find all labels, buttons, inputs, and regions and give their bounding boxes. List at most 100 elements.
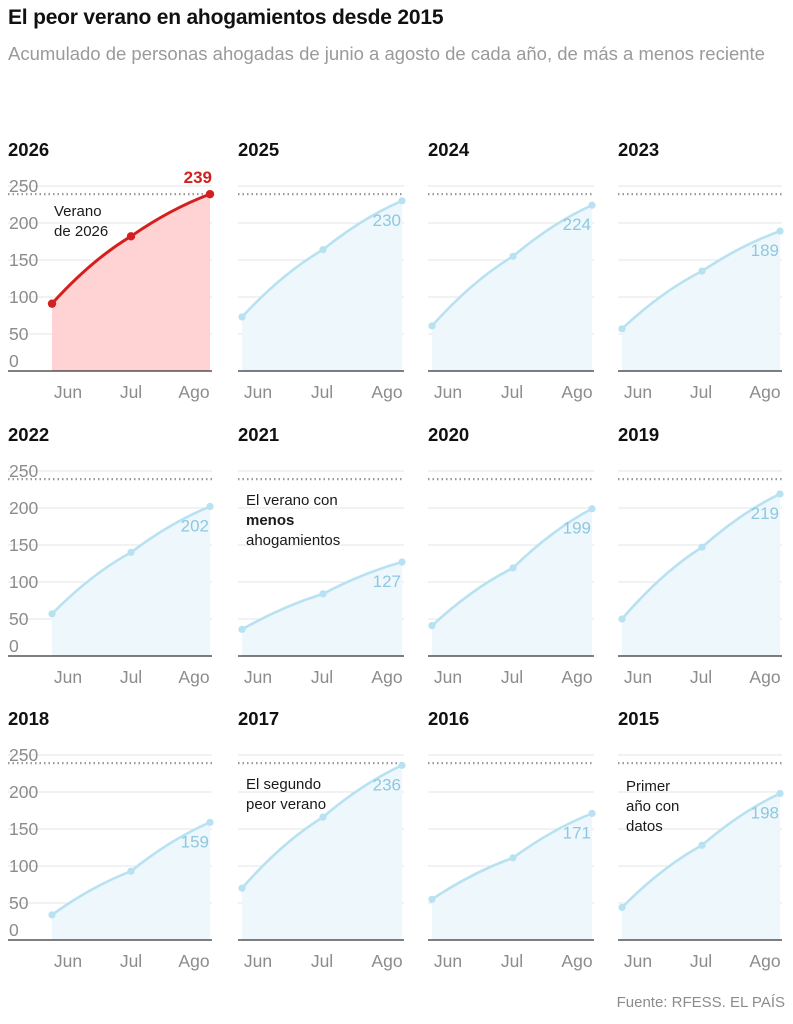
series-area-2020 [432, 508, 592, 656]
y-tick-label: 50 [9, 324, 29, 344]
panel-2024: 2024 224 Jun Jul Ago [428, 139, 596, 402]
panel-2020: 2020 199 Jun Jul Ago [428, 424, 596, 687]
y-tick-label: 0 [9, 920, 19, 940]
panel-2015: 2015 198 Jun Jul Ago Primer año con datos [618, 708, 784, 971]
data-point-Jun [428, 322, 436, 330]
series-area-2022 [52, 506, 210, 656]
panel-year-label: 2016 [428, 708, 469, 729]
annotation-text: datos [626, 818, 663, 835]
x-tick-label: Jun [624, 667, 652, 687]
value-label: 159 [181, 832, 209, 851]
y-tick-label: 50 [9, 609, 29, 629]
series-area-2018 [52, 822, 210, 940]
annotation-line: El segundo [246, 776, 321, 793]
data-point-Jul [698, 543, 706, 551]
y-tick-label: 150 [9, 250, 38, 270]
value-label: 127 [373, 572, 401, 591]
annotation-text: peor verano [246, 796, 326, 813]
y-tick-label: 150 [9, 535, 38, 555]
annotation-line: El verano con [246, 492, 338, 509]
panel-year-label: 2024 [428, 139, 470, 160]
x-tick-label: Ago [561, 667, 592, 687]
x-tick-label: Ago [371, 951, 402, 971]
x-tick-label: Jun [244, 382, 272, 402]
x-tick-label: Jun [244, 667, 272, 687]
value-label: 236 [373, 775, 401, 794]
x-tick-label: Ago [178, 382, 209, 402]
annotation-text: El segundo [246, 776, 321, 793]
y-tick-label: 200 [9, 782, 38, 802]
panel-2017: 2017 236 Jun Jul Ago El segundo peor verano [238, 708, 406, 971]
data-point-Jun [47, 299, 57, 308]
panel-year-label: 2015 [618, 708, 659, 729]
x-tick-label: Jun [54, 382, 82, 402]
x-tick-label: Jun [54, 951, 82, 971]
x-tick-label: Jul [311, 951, 333, 971]
data-point-Ago [588, 809, 596, 818]
series-area-2023 [622, 231, 780, 371]
x-tick-label: Ago [561, 951, 592, 971]
data-point-Jul [319, 246, 327, 254]
panel-year-label: 2022 [8, 424, 49, 445]
x-tick-label: Jul [690, 382, 712, 402]
value-label: 171 [563, 823, 591, 842]
panel-year-label: 2020 [428, 424, 469, 445]
value-label: 202 [181, 517, 209, 536]
series-area-2026 [52, 194, 210, 371]
x-tick-label: Ago [749, 667, 780, 687]
annotation-text: El verano con [246, 492, 338, 509]
x-tick-label: Ago [178, 667, 209, 687]
x-tick-label: Jul [690, 667, 712, 687]
data-point-Jul [127, 867, 135, 875]
annotation-line: menos [246, 512, 294, 529]
small-multiples-chart: 2026 0 50 100 150 200 250 239 Jun Jul Ago Verano de … [8, 139, 784, 971]
panel-2023: 2023 189 Jun Jul Ago [618, 139, 784, 402]
annotation-line: año con [626, 798, 679, 815]
data-point-Jul [698, 841, 706, 849]
annotation-line: ahogamientos [246, 532, 340, 549]
x-tick-label: Jul [120, 951, 142, 971]
data-point-Ago [776, 490, 784, 498]
panel-year-label: 2023 [618, 139, 659, 160]
annotation-text: de 2026 [54, 223, 108, 240]
x-tick-label: Jul [501, 667, 523, 687]
x-tick-label: Ago [561, 382, 592, 402]
annotation-text: Primer [626, 778, 670, 795]
x-tick-label: Jun [624, 951, 652, 971]
data-point-Jun [428, 622, 436, 630]
data-point-Jul [319, 590, 327, 598]
x-tick-label: Ago [371, 382, 402, 402]
panel-2016: 2016 171 Jun Jul Ago [428, 708, 596, 971]
data-point-Jun [48, 911, 56, 919]
y-tick-label: 0 [9, 351, 19, 371]
value-label: 219 [751, 504, 779, 523]
data-point-Jun [428, 895, 436, 903]
data-point-Jun [48, 610, 56, 618]
x-tick-label: Jul [311, 667, 333, 687]
x-tick-label: Jul [120, 667, 142, 687]
x-tick-label: Jun [54, 667, 82, 687]
panel-2021: 2021 127 Jun Jul Ago El verano con menos ahogam… [238, 424, 406, 687]
annotation-text: año con [626, 798, 679, 815]
y-tick-label: 200 [9, 213, 38, 233]
data-point-Jul [509, 252, 517, 260]
data-point-Ago [398, 197, 406, 205]
x-tick-label: Ago [749, 951, 780, 971]
source-note: Fuente: RFESS. EL PAÍS [616, 994, 785, 1011]
panel-year-label: 2019 [618, 424, 659, 445]
data-point-Ago [588, 201, 596, 209]
annotation-line: Verano [54, 203, 102, 220]
data-point-Jun [618, 325, 626, 333]
panel-2025: 2025 230 Jun Jul Ago [238, 139, 406, 402]
data-point-Jul [319, 813, 327, 821]
data-point-Ago [776, 227, 784, 235]
data-point-Ago [206, 818, 214, 826]
panel-2019: 2019 219 Jun Jul Ago [618, 424, 784, 687]
data-point-Jun [618, 615, 626, 623]
value-label: 189 [751, 241, 779, 260]
value-label: 239 [184, 168, 212, 187]
data-point-Ago [398, 558, 406, 566]
annotation-line: peor verano [246, 796, 326, 813]
panel-year-label: 2021 [238, 424, 279, 445]
y-tick-label: 50 [9, 893, 29, 913]
